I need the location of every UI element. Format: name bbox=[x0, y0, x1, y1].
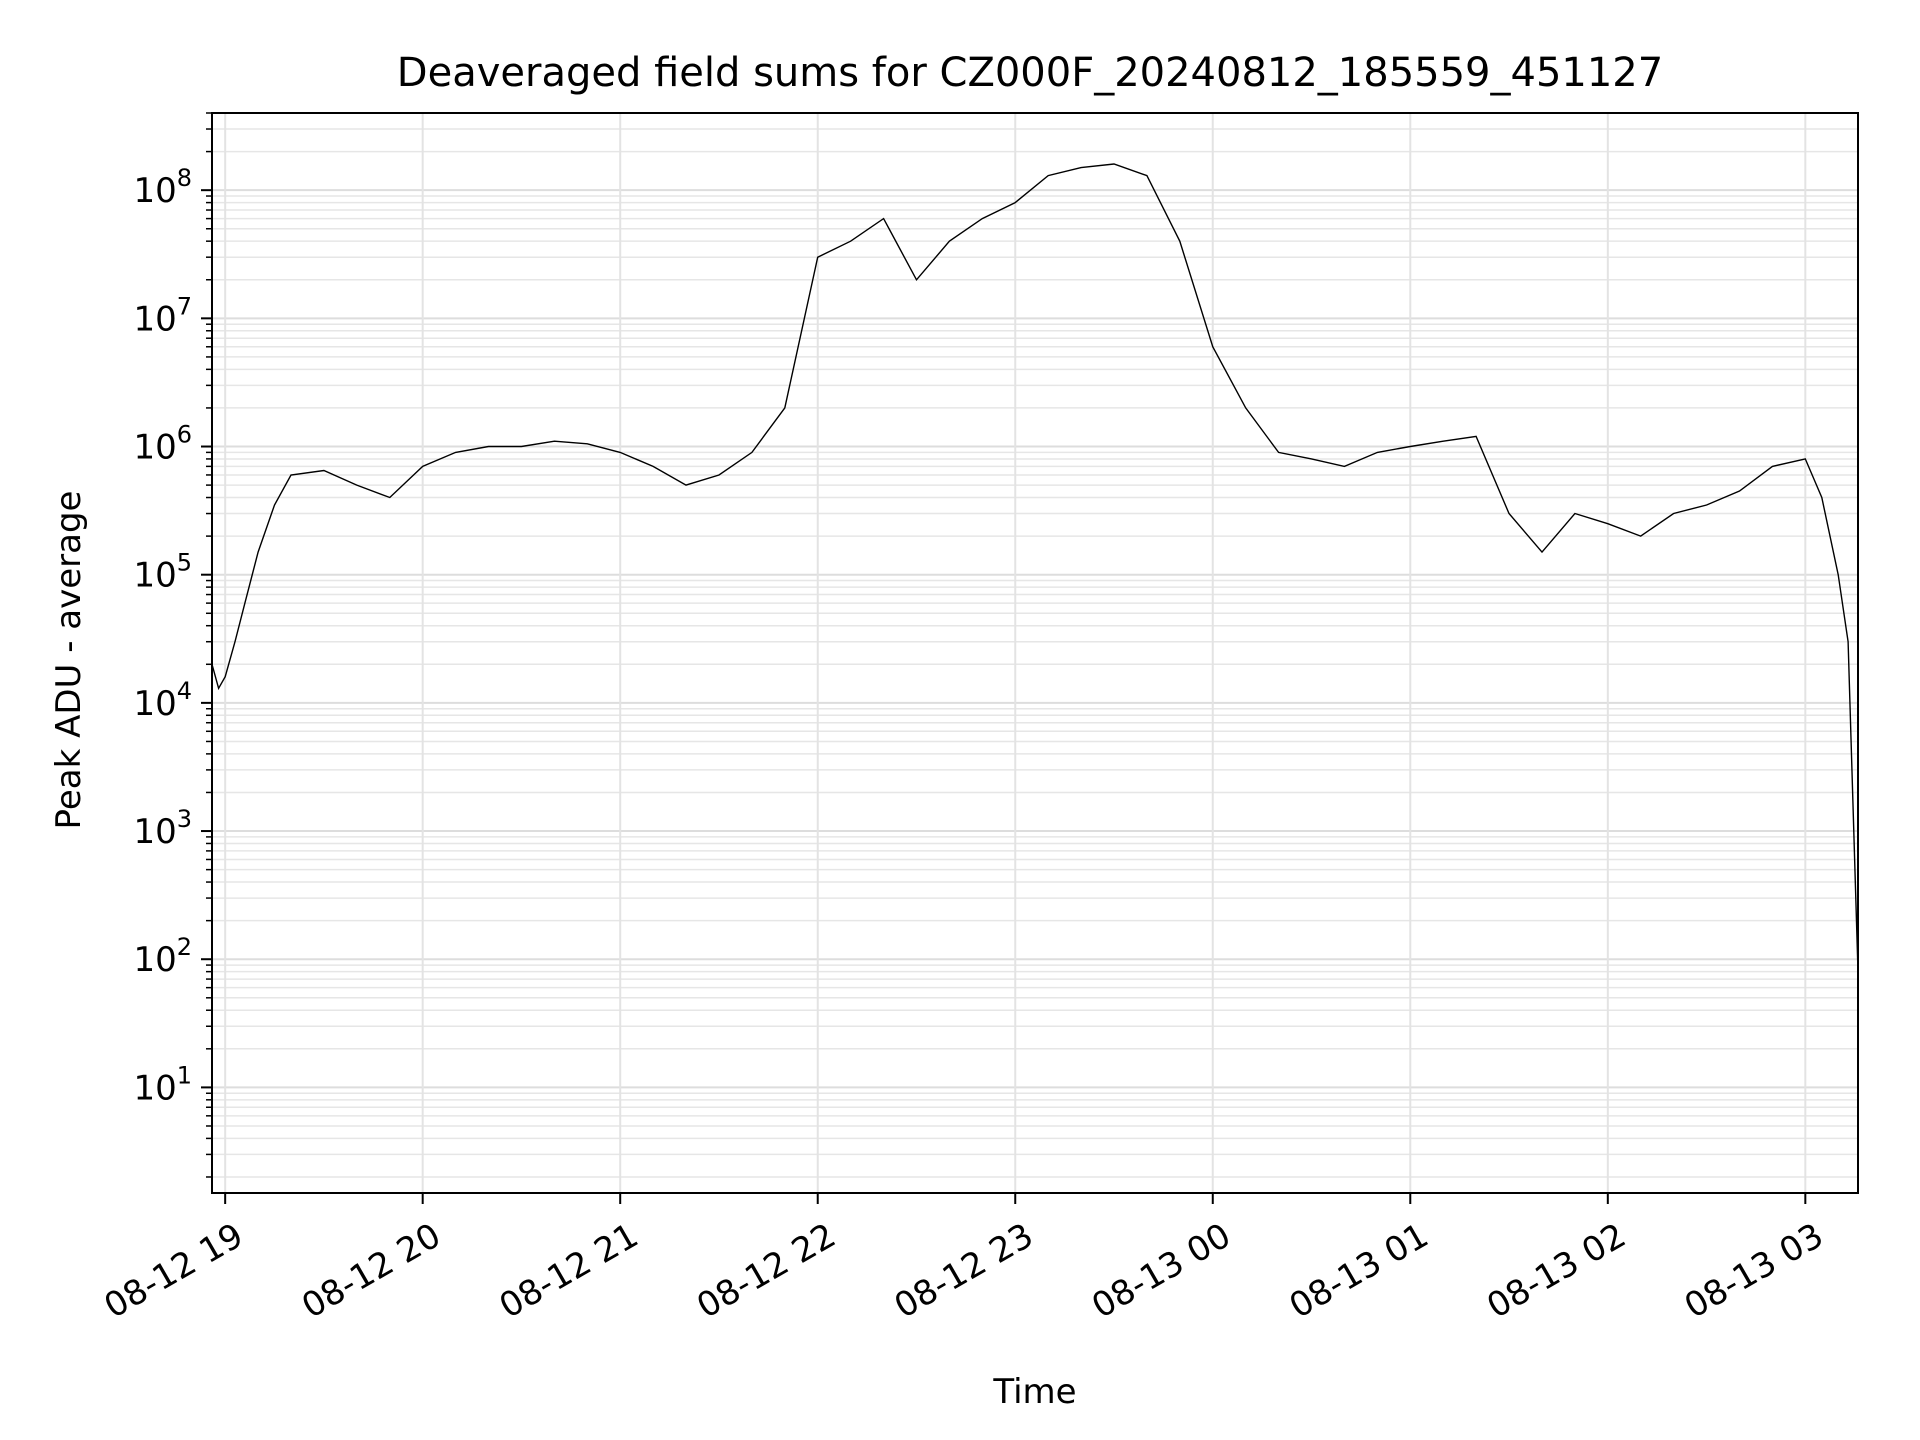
y-tick-label: 108 bbox=[133, 164, 192, 211]
y-tick-label: 106 bbox=[133, 421, 192, 468]
y-tick-label: 105 bbox=[133, 549, 192, 596]
series-line bbox=[211, 163, 1859, 972]
y-axis: 101 102 103 104 105 106 107 108 bbox=[133, 112, 212, 1178]
series-group bbox=[211, 163, 1859, 972]
y-axis-label: Peak ADU - average bbox=[49, 491, 89, 830]
plot-frame bbox=[211, 112, 1859, 1194]
minor-gridlines bbox=[212, 112, 1858, 1178]
x-axis-label: Time bbox=[992, 1372, 1076, 1412]
y-tick-label: 103 bbox=[133, 805, 192, 852]
chart-title: Deaveraged field sums for CZ000F_2024081… bbox=[397, 50, 1663, 96]
y-tick-label: 101 bbox=[133, 1061, 192, 1108]
y-tick-label: 102 bbox=[133, 933, 192, 980]
y-tick-label: 107 bbox=[133, 292, 192, 339]
y-tick-label: 104 bbox=[133, 677, 192, 724]
